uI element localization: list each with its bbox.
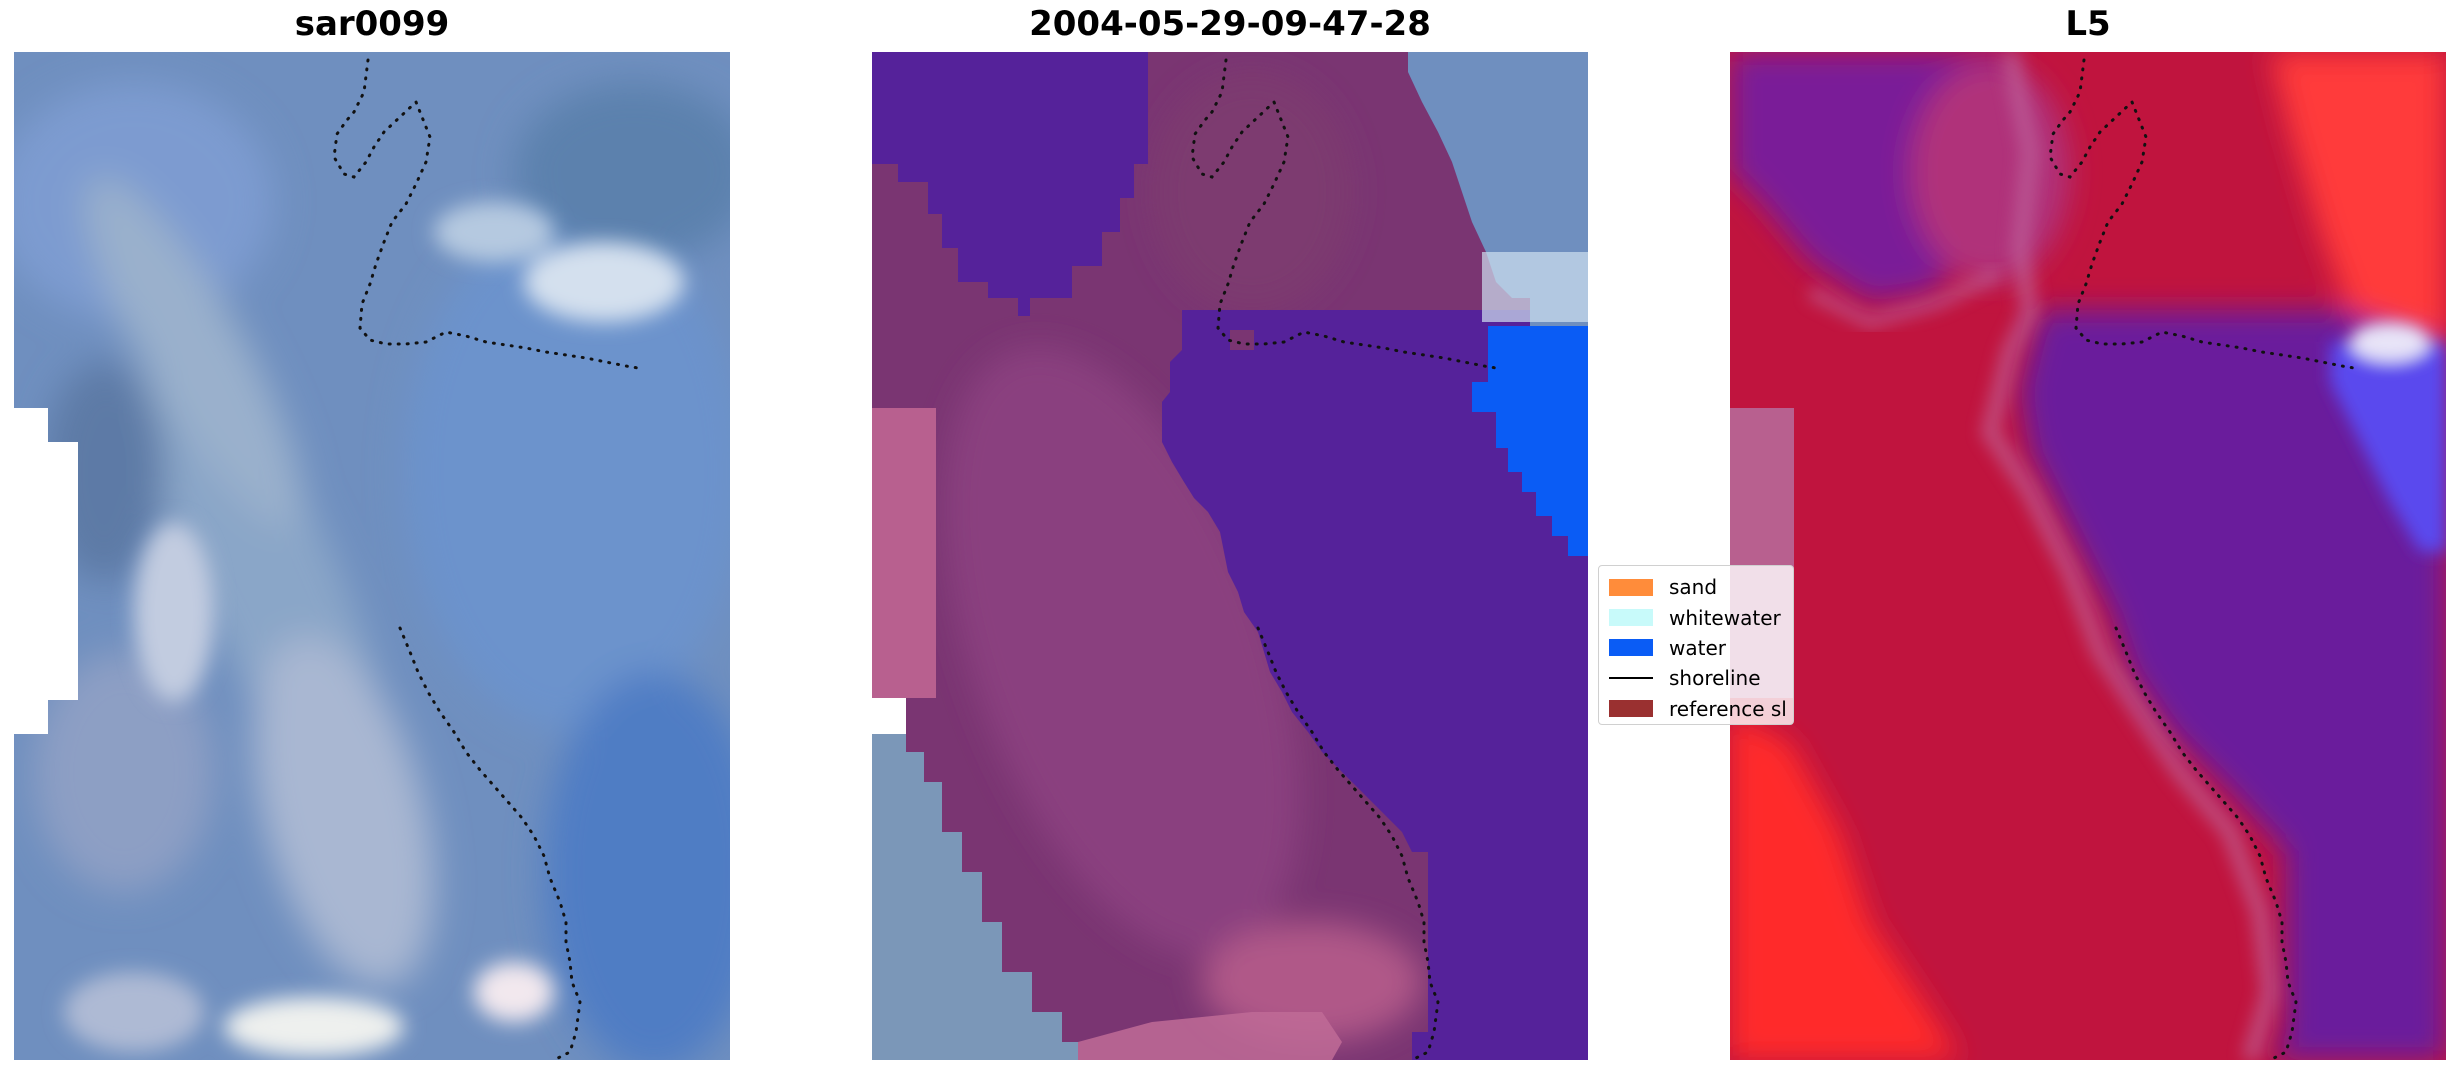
legend: sand whitewater water shoreline referenc… [1598, 565, 1794, 725]
panel-title-probability: L5 [2065, 4, 2111, 44]
legend-item-whitewater: whitewater [1609, 602, 1783, 632]
legend-label-water: water [1669, 635, 1726, 660]
panel-title-classification: 2004-05-29-09-47-28 [1029, 4, 1431, 44]
legend-label-shoreline: shoreline [1669, 666, 1761, 691]
classification-image [872, 52, 1588, 1060]
legend-swatch-sand [1609, 578, 1653, 596]
rgb-image-panel [14, 52, 730, 1060]
legend-item-sand: sand [1609, 572, 1783, 602]
probability-panel [1730, 52, 2446, 1060]
probability-image [1730, 52, 2446, 1060]
legend-label-whitewater: whitewater [1669, 605, 1781, 630]
legend-swatch-water [1609, 639, 1653, 657]
panel-title-rgb: sar0099 [294, 4, 450, 44]
legend-label-reference-sl: reference sl [1669, 696, 1787, 721]
legend-swatch-reference-sl [1609, 700, 1653, 718]
legend-swatch-whitewater [1609, 609, 1653, 627]
legend-item-water: water [1609, 633, 1783, 663]
legend-item-reference-sl: reference sl [1609, 694, 1787, 724]
legend-line-shoreline [1609, 677, 1653, 680]
legend-label-sand: sand [1669, 575, 1718, 600]
classification-panel [872, 52, 1588, 1060]
rgb-satellite-image [14, 52, 730, 1060]
legend-item-shoreline: shoreline [1609, 663, 1783, 693]
